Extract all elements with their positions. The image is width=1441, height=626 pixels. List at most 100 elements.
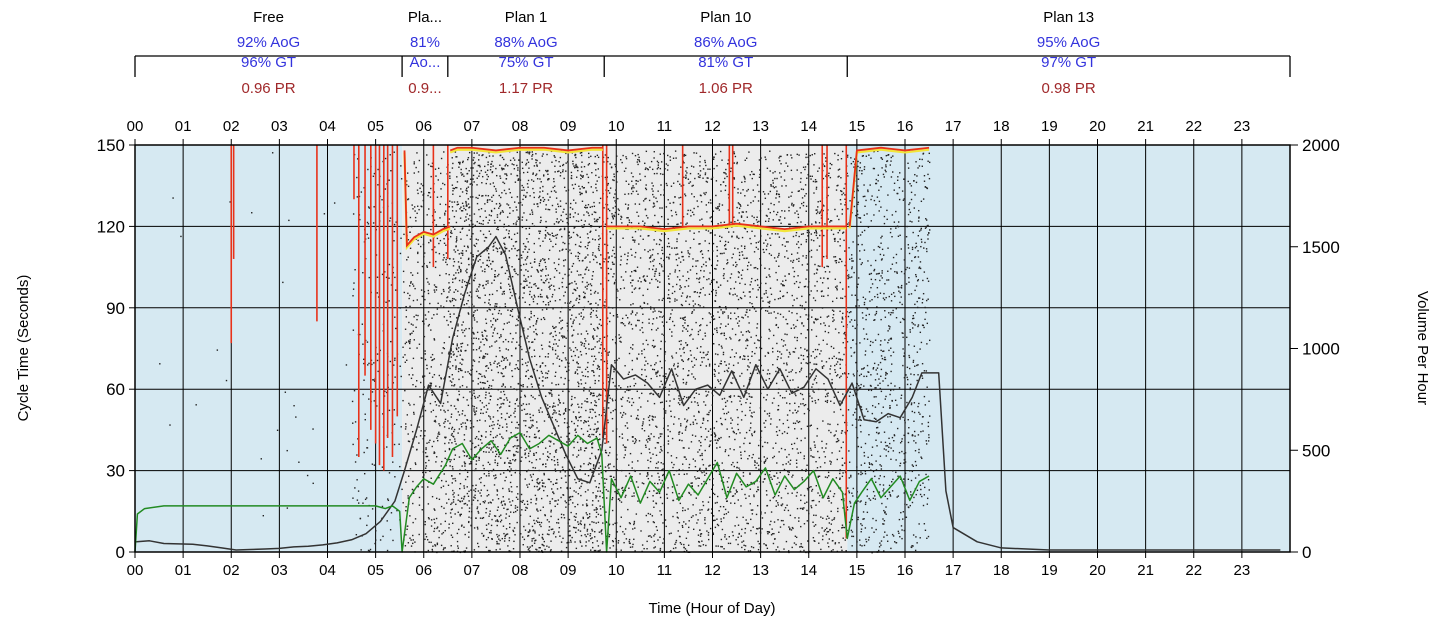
detector-dot <box>579 481 580 482</box>
detector-dot <box>613 466 614 467</box>
detector-dot <box>584 273 585 274</box>
detector-dot <box>666 526 667 527</box>
detector-dot <box>423 392 424 393</box>
detector-dot <box>453 305 454 306</box>
detector-dot <box>701 472 702 473</box>
detector-dot <box>516 389 517 390</box>
detector-dot <box>545 396 546 397</box>
detector-dot <box>440 377 441 378</box>
detector-dot <box>694 178 695 179</box>
detector-dot <box>555 244 556 245</box>
detector-dot <box>715 353 716 354</box>
detector-dot <box>516 400 517 401</box>
detector-dot <box>385 302 386 303</box>
detector-dot <box>558 522 559 523</box>
detector-dot <box>374 464 375 465</box>
detector-dot <box>828 475 829 476</box>
detector-dot <box>460 172 461 173</box>
detector-dot <box>784 275 785 276</box>
detector-dot <box>511 295 512 296</box>
detector-dot <box>551 417 552 418</box>
detector-dot <box>556 421 557 422</box>
detector-dot <box>692 300 693 301</box>
detector-dot <box>740 454 741 455</box>
detector-dot <box>625 475 626 476</box>
detector-dot <box>463 321 464 322</box>
detector-dot <box>820 211 821 212</box>
detector-dot <box>474 412 475 413</box>
detector-dot <box>618 214 619 215</box>
detector-dot <box>531 426 532 427</box>
detector-dot <box>545 377 546 378</box>
detector-dot <box>829 373 830 374</box>
detector-dot <box>503 226 504 227</box>
detector-dot <box>539 377 540 378</box>
detector-dot <box>571 356 572 357</box>
detector-dot <box>440 196 441 197</box>
detector-dot <box>741 458 742 459</box>
detector-dot <box>653 340 654 341</box>
detector-dot <box>677 276 678 277</box>
detector-dot <box>640 406 641 407</box>
detector-dot <box>525 302 526 303</box>
detector-dot <box>458 368 459 369</box>
detector-dot <box>549 288 550 289</box>
detector-dot <box>811 290 812 291</box>
detector-dot <box>562 320 563 321</box>
detector-dot <box>486 475 487 476</box>
detector-dot <box>773 182 774 183</box>
detector-dot <box>552 294 553 295</box>
detector-dot <box>803 205 804 206</box>
detector-dot <box>563 164 564 165</box>
detector-dot <box>811 507 812 508</box>
detector-dot <box>444 342 445 343</box>
detector-dot <box>445 204 446 205</box>
detector-dot <box>714 364 715 365</box>
detector-dot <box>460 270 461 271</box>
detector-dot <box>452 157 453 158</box>
detector-dot <box>444 458 445 459</box>
detector-dot <box>744 181 745 182</box>
detector-dot <box>497 399 498 400</box>
detector-dot <box>468 229 469 230</box>
detector-dot <box>539 524 540 525</box>
detector-dot <box>560 157 561 158</box>
detector-dot <box>755 267 756 268</box>
detector-dot <box>508 321 509 322</box>
detector-dot <box>493 332 494 333</box>
detector-dot <box>640 257 641 258</box>
detector-dot <box>424 336 425 337</box>
detector-dot <box>495 270 496 271</box>
detector-dot <box>464 503 465 504</box>
detector-dot <box>531 384 532 385</box>
detector-dot <box>381 199 382 200</box>
detector-dot <box>506 357 507 358</box>
detector-dot <box>426 265 427 266</box>
detector-dot <box>553 363 554 364</box>
detector-dot <box>807 174 808 175</box>
detector-dot <box>567 161 568 162</box>
detector-dot <box>509 188 510 189</box>
detector-dot <box>675 150 676 151</box>
detector-dot <box>526 285 527 286</box>
detector-dot <box>746 311 747 312</box>
detector-dot <box>543 301 544 302</box>
detector-dot <box>833 356 834 357</box>
detector-dot <box>506 426 507 427</box>
detector-dot <box>626 263 627 264</box>
detector-dot <box>404 390 405 391</box>
detector-dot <box>565 471 566 472</box>
detector-dot <box>798 517 799 518</box>
detector-dot <box>405 423 406 424</box>
detector-dot <box>471 398 472 399</box>
detector-dot <box>588 464 589 465</box>
detector-dot <box>566 547 567 548</box>
detector-dot <box>782 244 783 245</box>
detector-dot <box>411 323 412 324</box>
detector-dot <box>593 202 594 203</box>
detector-dot <box>726 538 727 539</box>
detector-dot <box>573 360 574 361</box>
detector-dot <box>788 526 789 527</box>
detector-dot <box>569 309 570 310</box>
detector-dot <box>459 428 460 429</box>
